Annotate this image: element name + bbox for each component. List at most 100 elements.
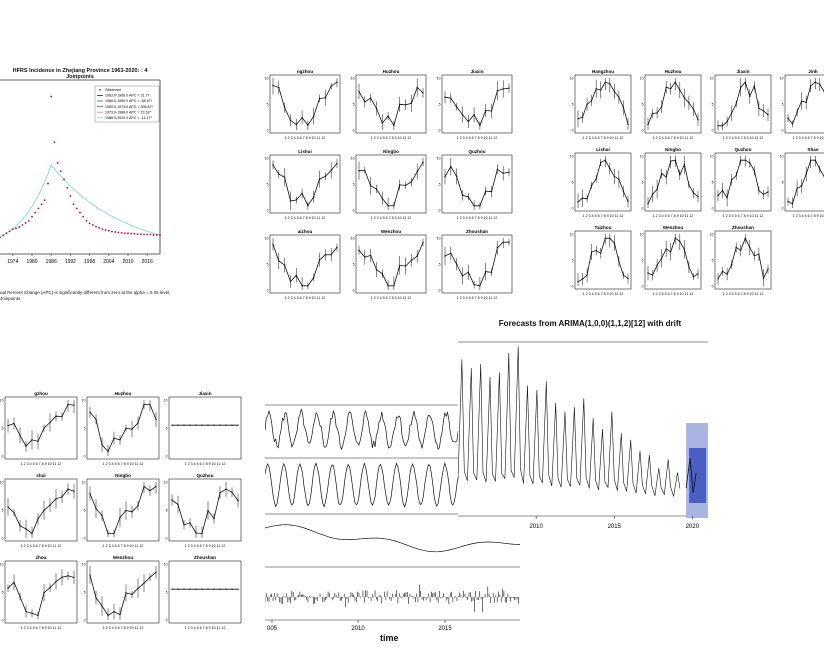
observed-point (12, 228, 14, 230)
panel-b-ytick: 5 (642, 180, 644, 184)
panel-a-title: aizhou (298, 229, 313, 234)
panel-b-title: Quzhou (734, 147, 751, 152)
observed-point (50, 96, 52, 98)
panel-b-month-ticks: 1 2 3 4 5 6 7 8 9 10 11 12 (583, 136, 624, 140)
panel-c-line (172, 489, 238, 533)
panel-a-frame (442, 155, 512, 213)
joinpoint-fit-line-1 (51, 165, 160, 235)
observed-point (159, 234, 161, 236)
observed-point (73, 203, 75, 205)
panel-b-line (718, 160, 768, 198)
decomp-xtick-label: 005 (267, 626, 278, 632)
observed-point (124, 232, 126, 234)
observed-point (137, 233, 139, 235)
panel-b-ytick: 10 (780, 154, 784, 158)
joinpoint-xtick-label: 2010 (122, 259, 133, 265)
panel-a-ytick: 5 (439, 262, 441, 266)
panel-c-month-ticks: 1 2 3 4 5 6 7 8 9 10 11 12 (185, 544, 226, 548)
panel-c-frame (169, 397, 241, 459)
panel-b-line (578, 82, 628, 124)
panel-a-line (273, 163, 337, 205)
panel-b-title: Huzhou (665, 69, 682, 74)
joinpoint-note-line2: Joinpoints. (0, 296, 260, 302)
panel-a-ytick: 0 (267, 288, 269, 292)
panel-b-frame (645, 153, 701, 211)
panel-a-line (445, 88, 509, 125)
panel-a-frame (356, 235, 426, 293)
panel-a-ytick: 5 (267, 262, 269, 266)
panel-c-line (90, 572, 156, 615)
panel-b-ytick: 5 (712, 258, 714, 262)
panel-c-title: Huzhou (115, 391, 132, 396)
observed-point (150, 234, 152, 236)
panel-b-month-ticks: 1 2 3 4 5 6 7 8 9 10 11 12 (583, 292, 624, 296)
joinpoint-xtick-label: 1980 (26, 259, 37, 265)
panel-c-ytick: 5 (2, 590, 4, 594)
panel-a-line (359, 162, 423, 206)
observed-point (95, 226, 97, 228)
panel-b-ytick: 5 (642, 102, 644, 106)
panel-b-ytick: 0 (642, 206, 644, 210)
panel-b-ytick: 0 (572, 128, 574, 132)
panel-b-ytick: 5 (572, 258, 574, 262)
panel-a-line (445, 242, 509, 286)
panel-b-ytick: 0 (712, 128, 714, 132)
decomp-xtick-label: 2010 (351, 626, 365, 632)
panel-c-ytick: 5 (84, 426, 86, 430)
panel-a-ytick: 0 (353, 208, 355, 212)
panel-a-frame (270, 75, 340, 133)
panel-a-ytick: 10 (351, 156, 355, 160)
panel-b-ytick: 0 (642, 128, 644, 132)
joinpoint-xtick-label: 2004 (103, 259, 114, 265)
panel-b-frame (575, 231, 631, 289)
panel-b-title: Zhoushan (732, 225, 754, 230)
panel-a-title: Huzhou (383, 69, 400, 74)
panel-b-frame (575, 75, 631, 133)
panel-b-line (648, 238, 698, 277)
panel-b-ytick: 10 (710, 154, 714, 158)
panel-b-month-ticks: 1 2 3 4 5 6 7 8 9 10 11 12 (723, 292, 764, 296)
panel-c-title: shui (36, 473, 45, 478)
panel-c-ytick: 10 (164, 480, 168, 484)
panel-a-ytick: 5 (353, 262, 355, 266)
legend-swatch (99, 89, 101, 91)
panel-b-ytick: 10 (640, 154, 644, 158)
panel-a-title: Ningbo (383, 149, 399, 154)
panel-c-ytick: 0 (2, 536, 4, 540)
panel-b-ytick: 5 (572, 180, 574, 184)
panel-b-frame (715, 231, 771, 289)
panel-c-ytick: 0 (84, 618, 86, 622)
panel-a-month-ticks: 1 2 3 4 5 6 7 8 9 10 11 12 (285, 216, 326, 220)
panel-a-ytick: 0 (353, 288, 355, 292)
panel-a-ytick: 10 (265, 76, 269, 80)
panel-c-ytick: 5 (166, 426, 168, 430)
panel-a-title: Zhoushan (466, 229, 488, 234)
panel-b-title: Ningbo (665, 147, 681, 152)
panel-a-ytick: 5 (439, 182, 441, 186)
observed-point (127, 232, 129, 234)
panel-b-ytick: 0 (642, 284, 644, 288)
panel-c-ytick: 10 (0, 480, 4, 484)
panel-a-month-ticks: 1 2 3 4 5 6 7 8 9 10 11 12 (371, 216, 412, 220)
observed-point (63, 179, 65, 181)
panel-b-frame (645, 231, 701, 289)
panel-b-frame (645, 75, 701, 133)
panel-c-line (90, 405, 156, 452)
joinpoint-xtick-label: 1992 (65, 259, 76, 265)
panel-a-ytick: 10 (437, 236, 441, 240)
panel-a-title: Lishui (298, 149, 312, 154)
panel-b-title: Shao (807, 147, 818, 152)
legend-entry: Observed (105, 88, 121, 92)
observed-point (25, 222, 27, 224)
panel-b-ytick: 0 (782, 206, 784, 210)
panel-b-ytick: 10 (640, 76, 644, 80)
forecast-series (458, 346, 680, 496)
panel-c-ytick: 0 (84, 536, 86, 540)
observed-point (34, 212, 36, 214)
observed-point (98, 227, 100, 229)
panel-b-title: Hangzhou (592, 69, 614, 74)
panel-c-ytick: 10 (164, 562, 168, 566)
